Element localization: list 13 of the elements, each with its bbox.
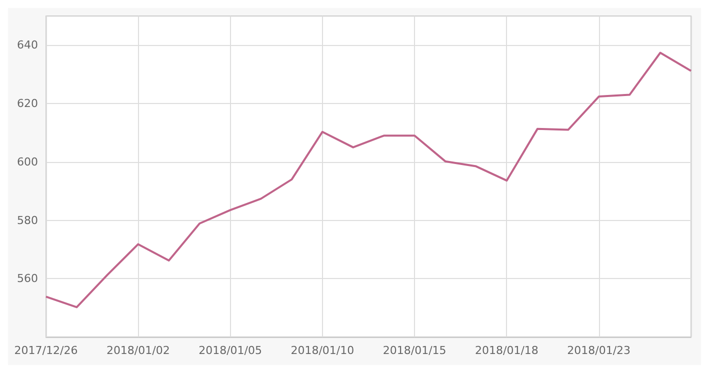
x-tick-label: 2018/01/23 [567,344,631,357]
x-tick-label: 2017/12/26 [14,344,78,357]
x-tick-label: 2018/01/05 [198,344,262,357]
y-tick-label: 600 [17,155,38,168]
line-series [45,52,692,308]
y-tick-label: 640 [17,38,38,52]
y-tick-label: 620 [17,97,38,110]
x-tick-label: 2018/01/02 [106,344,170,357]
y-tick-label: 560 [17,272,38,286]
x-tick-label: 2018/01/10 [290,344,354,357]
y-tick-label: 580 [17,214,38,227]
x-tick-label: 2018/01/18 [475,344,538,357]
x-tick-label: 2018/01/15 [382,344,446,357]
